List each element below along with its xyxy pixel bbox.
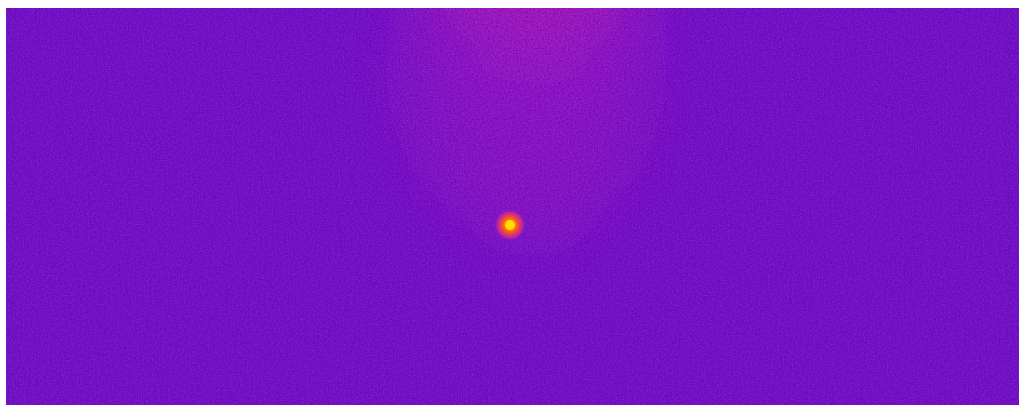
thermal-image-canvas (6, 8, 1019, 405)
noise-light (6, 8, 1019, 405)
thermal-image (6, 8, 1019, 405)
hot-spot (505, 220, 515, 230)
